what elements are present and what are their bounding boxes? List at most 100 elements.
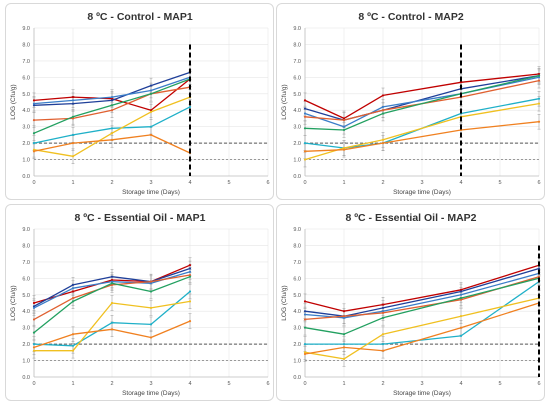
- data-point: [459, 296, 463, 300]
- data-point: [71, 300, 75, 303]
- y-tick-label: 0.0: [293, 375, 301, 381]
- x-tick-label: 0: [303, 381, 306, 387]
- data-point: [381, 316, 385, 319]
- data-point: [188, 319, 192, 323]
- data-point: [381, 94, 385, 97]
- chart-panel-control-map1: 8 ºC - Control - MAP1 0.0 1.0 2.0 3.0 4.0 5.0 6…: [5, 3, 274, 200]
- x-tick-label: 6: [537, 180, 540, 186]
- data-point: [342, 125, 346, 128]
- data-point: [537, 267, 541, 270]
- y-tick-label: 6.0: [22, 75, 30, 81]
- data-point: [32, 301, 36, 305]
- y-axis-label: LOG (Cfu/g): [10, 285, 17, 320]
- data-point: [381, 138, 385, 141]
- x-tick-label: 4: [459, 381, 462, 387]
- data-point: [32, 142, 36, 145]
- y-tick-label: 6.0: [22, 276, 30, 282]
- x-axis-label: Storage time (Days): [122, 189, 180, 196]
- data-point: [537, 72, 541, 76]
- data-point: [71, 117, 75, 120]
- y-tick-label: 0.0: [293, 174, 301, 180]
- x-tick-label: 4: [188, 180, 191, 186]
- data-point: [149, 282, 153, 285]
- data-point: [32, 104, 36, 107]
- y-tick-label: 9.0: [22, 26, 30, 32]
- data-point: [342, 343, 346, 346]
- data-point: [188, 105, 192, 109]
- data-point: [188, 267, 192, 270]
- data-point: [381, 349, 385, 352]
- data-point: [342, 118, 346, 122]
- data-point: [303, 351, 307, 354]
- data-point: [149, 290, 153, 293]
- x-tick-label: 2: [110, 381, 113, 387]
- data-point: [303, 326, 307, 329]
- y-tick-label: 1.0: [293, 158, 301, 164]
- data-point: [188, 273, 192, 277]
- chart-title: 8 ºC - Essential Oil - MAP2: [345, 212, 476, 224]
- chart-panel-control-map2: 8 ºC - Control - MAP2 0.0 1.0 2.0 3.0 4.0 5.0 6…: [276, 3, 545, 200]
- data-point: [381, 333, 385, 336]
- y-tick-label: 3.0: [22, 326, 30, 332]
- data-point: [71, 290, 75, 293]
- data-point: [537, 97, 541, 100]
- data-point: [459, 288, 463, 291]
- y-tick-label: 2.0: [22, 141, 30, 147]
- chart-panel-essential-oil-map1: 8 ºC - Essential Oil - MAP1 0.0 1.0 2.0 3.0 4…: [5, 204, 274, 401]
- data-point: [110, 278, 114, 282]
- data-point: [342, 128, 346, 132]
- data-point: [381, 142, 385, 145]
- data-point: [32, 118, 36, 122]
- y-tick-label: 5.0: [22, 293, 30, 299]
- chart-title: 8 ºC - Essential Oil - MAP1: [74, 212, 205, 224]
- data-point: [32, 150, 36, 153]
- y-tick-label: 7.0: [293, 59, 301, 65]
- x-tick-label: 0: [303, 180, 306, 186]
- x-tick-label: 4: [188, 381, 191, 387]
- data-point: [32, 331, 36, 334]
- data-point: [110, 301, 114, 305]
- data-point: [32, 102, 36, 105]
- data-point: [188, 275, 192, 278]
- data-point: [71, 142, 75, 145]
- x-tick-label: 2: [110, 180, 113, 186]
- data-point: [381, 343, 385, 346]
- x-axis-label: Storage time (Days): [122, 390, 180, 397]
- data-point: [303, 107, 307, 110]
- chart-svg: 8 ºC - Essential Oil - MAP1 0.0 1.0 2.0 3.0 4…: [10, 212, 270, 397]
- y-axis-label: LOG (Cfu/g): [10, 84, 17, 119]
- data-point: [188, 264, 192, 267]
- y-tick-label: 1.0: [293, 359, 301, 365]
- data-point: [32, 349, 36, 352]
- data-point: [188, 300, 192, 303]
- x-tick-label: 3: [149, 381, 152, 387]
- y-tick-label: 1.0: [22, 359, 30, 365]
- data-point: [149, 336, 153, 339]
- y-tick-label: 2.0: [293, 141, 301, 147]
- x-tick-label: 5: [498, 180, 501, 186]
- y-tick-label: 8.0: [22, 243, 30, 249]
- x-tick-label: 1: [71, 381, 74, 387]
- data-point: [342, 315, 346, 318]
- data-point: [342, 357, 346, 361]
- data-point: [303, 115, 307, 118]
- chart-svg: 8 ºC - Control - MAP2 0.0 1.0 2.0 3.0 4.0 5.0 6…: [281, 11, 541, 196]
- data-point: [110, 97, 114, 100]
- y-tick-label: 7.0: [293, 260, 301, 266]
- data-point: [149, 306, 153, 310]
- y-tick-label: 7.0: [22, 59, 30, 65]
- x-tick-label: 6: [537, 381, 540, 387]
- data-point: [149, 280, 153, 283]
- data-point: [149, 92, 153, 95]
- data-point: [381, 109, 385, 112]
- y-tick-label: 5.0: [293, 92, 301, 98]
- y-tick-label: 8.0: [293, 42, 301, 48]
- data-point: [342, 117, 346, 120]
- data-point: [381, 306, 385, 310]
- data-point: [537, 102, 541, 105]
- data-point: [71, 115, 75, 118]
- y-tick-label: 8.0: [293, 243, 301, 249]
- y-tick-label: 4.0: [22, 108, 30, 114]
- data-point: [459, 298, 463, 301]
- data-point: [149, 125, 153, 128]
